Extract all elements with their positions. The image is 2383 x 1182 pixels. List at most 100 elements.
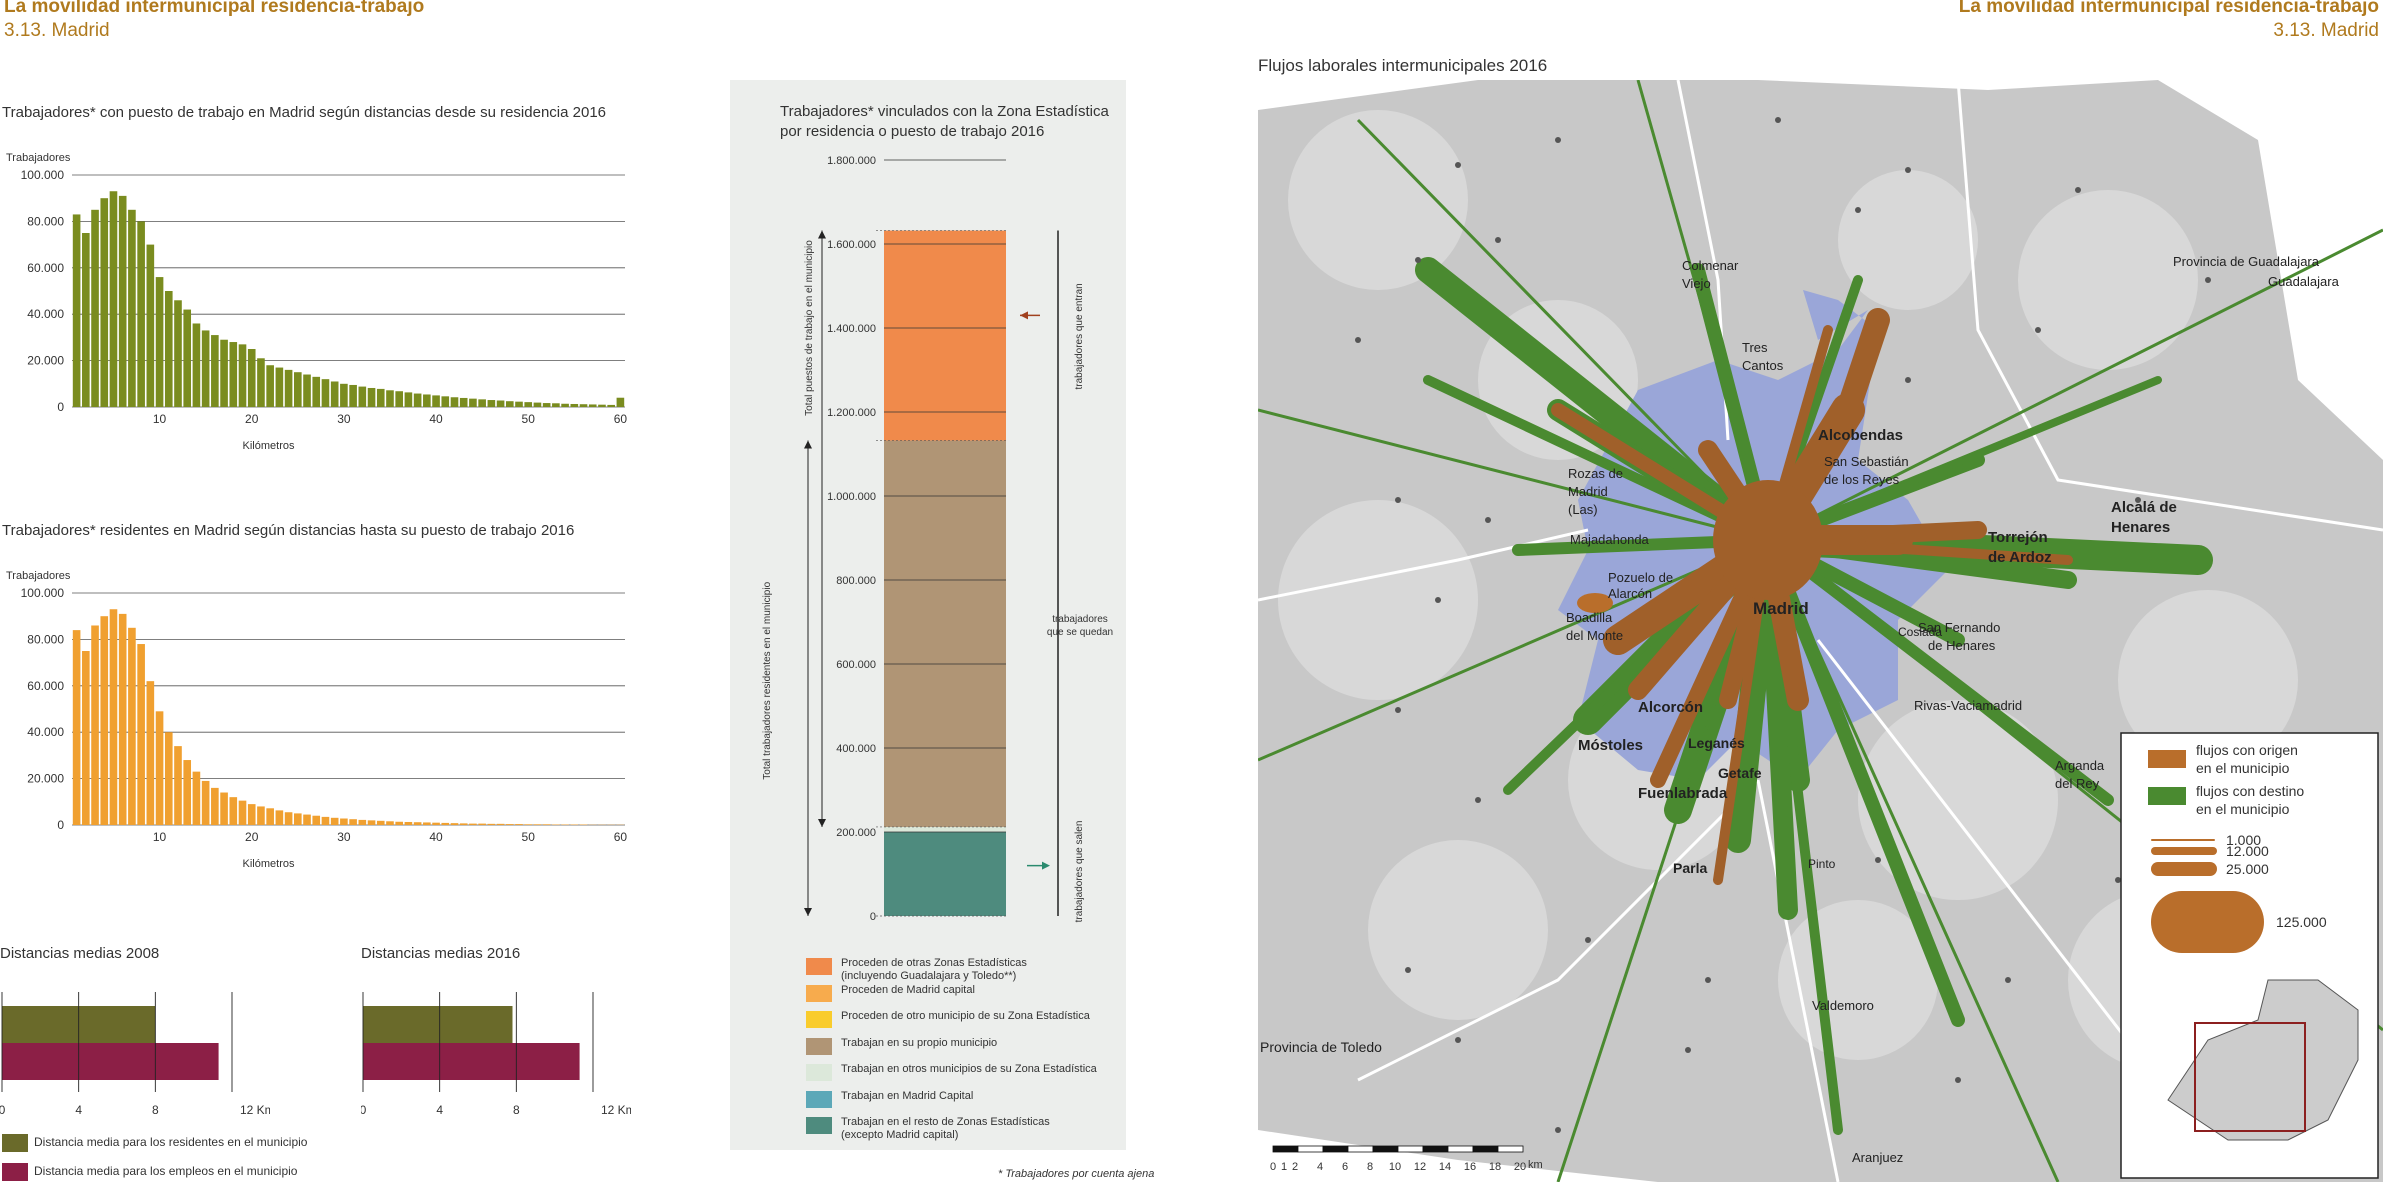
bar (91, 209, 99, 407)
place-dot (2135, 497, 2141, 503)
header-subtitle-right: 3.13. Madrid (2273, 20, 2379, 41)
scale-segment (1372, 1145, 1399, 1153)
bar (247, 804, 256, 825)
place-dot (1415, 257, 1421, 263)
xtick-label: 30 (337, 412, 351, 426)
bar (469, 398, 477, 407)
place-label: de Henares (1928, 638, 1996, 653)
bar (598, 404, 606, 407)
destination-flow (1761, 533, 1965, 1027)
ytick-label: 20.000 (27, 772, 64, 786)
legend-size-swatch (2151, 847, 2217, 855)
bar (312, 376, 321, 407)
ylabel: Trabajadores (6, 152, 71, 164)
xtick-label: 30 (337, 830, 351, 844)
terrain-patch (1288, 110, 1468, 290)
place-label: Guadalajara (2268, 274, 2340, 289)
place-label: Rozas de (1568, 466, 1623, 481)
bar (257, 806, 265, 825)
bar (570, 403, 579, 407)
flows-map: Madrid Alcobendas Alcorcón Móstoles Leganés G… (1258, 80, 2383, 1182)
minor-flow (1258, 408, 1769, 542)
bar (450, 397, 459, 407)
bar (367, 387, 376, 407)
bar (82, 233, 90, 407)
scale-label: 2 (1292, 1161, 1298, 1173)
ytick-label: 200.000 (836, 827, 876, 839)
bar (91, 625, 99, 825)
place-dot (1585, 937, 1591, 943)
place-label: Rivas-Vaciamadrid (1914, 698, 2022, 713)
bar (579, 404, 588, 407)
scale-label: 14 (1439, 1161, 1451, 1173)
place-dot (1955, 1077, 1961, 1083)
bar (496, 823, 505, 825)
bar (118, 195, 127, 407)
stack-legend-label2: (incluyendo Guadalajara y Toledo**) (841, 970, 1017, 982)
bar (358, 819, 367, 825)
legend-destino-swatch (2148, 787, 2186, 805)
bar (432, 822, 440, 825)
bar (137, 644, 145, 825)
xtick-label: 8 (152, 1103, 159, 1117)
stack-segment (884, 230, 1006, 441)
stack-legend-label2: (excepto Madrid capital) (841, 1129, 959, 1141)
bar (423, 822, 431, 825)
legend-empleo: Distancia media para los empleos en el m… (2, 1163, 297, 1181)
bar (404, 821, 413, 825)
place-label: del Rey (2055, 776, 2100, 791)
xtick-label: 10 (153, 830, 167, 844)
minor-flow (1636, 80, 1770, 541)
ytick-label: 60.000 (27, 679, 64, 693)
legend-resid-label: Distancia media para los residentes en e… (34, 1135, 308, 1150)
place-label: Aranjuez (1852, 1150, 1903, 1165)
place-label: Alarcón (1608, 586, 1652, 601)
place-label: de los Reyes (1824, 472, 1900, 487)
place-dot (1775, 117, 1781, 123)
place-label: Henares (2111, 519, 2170, 536)
xtick-label: 20 (245, 412, 259, 426)
distances-2016-chart: 0 4 8 12 Km (361, 992, 631, 1117)
minor-flow (1767, 228, 2383, 542)
bar (192, 323, 201, 407)
bar (395, 821, 403, 825)
pozuelo-flow (1577, 593, 1613, 613)
quedan-label-2: que se quedan (1047, 627, 1113, 638)
bar (201, 330, 210, 407)
ytick-label: 400.000 (836, 743, 876, 755)
bar (487, 823, 496, 825)
xtick-label: 12 Km (240, 1103, 270, 1117)
ytick-label: 1.400.000 (827, 323, 876, 335)
stack-legend-swatch (806, 1117, 832, 1134)
origin-flow (1836, 308, 1890, 422)
bar (404, 392, 413, 407)
bar (164, 732, 173, 825)
ytick-label: 100.000 (21, 586, 65, 600)
bar (257, 358, 265, 407)
scale-segment (1272, 1145, 1299, 1153)
legend-size-swatch (2151, 891, 2264, 953)
bar (146, 681, 155, 825)
total-jobs-label: Total puestos de trabajo en el municipio (804, 240, 815, 416)
destination-flow (1423, 375, 1773, 545)
distance-bar (2, 1043, 219, 1080)
place-dot (1455, 1037, 1461, 1043)
stack-legend-label: Trabajan en Madrid Capital (841, 1089, 974, 1102)
bar (229, 342, 238, 407)
dist2016-title: Distancias medias 2016 (361, 945, 521, 962)
dist2008-title: Distancias medias 2008 (0, 945, 160, 962)
bar (450, 823, 459, 825)
footnote: * Trabajadores por cuenta ajena (998, 1168, 1155, 1180)
scale-label: 16 (1464, 1161, 1476, 1173)
bar (284, 369, 293, 407)
legend-size-label: 1.000 (2226, 832, 2261, 848)
bar (128, 627, 136, 825)
bar (469, 823, 477, 825)
bar (164, 291, 173, 407)
panel-title: Trabajadores* vinculados con la Zona Est… (780, 103, 1109, 140)
minor-flow (1258, 538, 1769, 762)
bar (183, 309, 192, 407)
terrain-patch (1278, 500, 1478, 700)
road (1756, 779, 1840, 1182)
ytick-label: 100.000 (21, 168, 65, 182)
